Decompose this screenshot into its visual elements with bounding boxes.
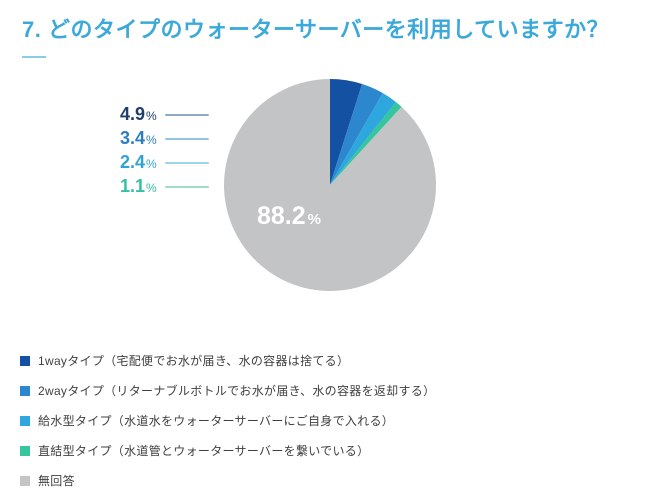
pie-slice-5: [224, 79, 436, 291]
callout-leader-line: [164, 114, 209, 116]
title-underline: [22, 56, 46, 58]
legend-label: 無回答: [38, 474, 75, 488]
callout-unit: %: [146, 133, 157, 147]
callout-unit: %: [146, 109, 157, 123]
page-title: 7. どのタイプのウォーターサーバーを利用していますか？: [22, 17, 610, 42]
callout-leader-line: [164, 186, 209, 188]
legend-item: 2wayタイプ（リターナブルボトルでお水が届き、水の容器を返却する）: [20, 383, 435, 398]
legend-label: 2wayタイプ（リターナブルボトルでお水が届き、水の容器を返却する）: [38, 384, 436, 398]
percent-callout: 3.4%: [120, 128, 209, 150]
percent-callout: 1.1%: [120, 176, 209, 198]
callout-value: 1.1: [120, 176, 146, 196]
legend-item: 無回答: [20, 473, 435, 488]
legend-swatch-icon: [20, 355, 30, 366]
pie-chart: 4.9% 3.4% 2.4% 1.1% 88.2%: [0, 70, 660, 340]
callout-value: 2.4: [120, 152, 146, 172]
pie-svg: [224, 79, 436, 291]
legend-label: 給水型タイプ（水道水をウォーターサーバーにご自身で入れる）: [38, 414, 395, 428]
legend-swatch-icon: [20, 475, 30, 486]
callout-leader-line: [164, 138, 209, 140]
chart-legend: 1wayタイプ（宅配便でお水が届き、水の容器は捨てる） 2wayタイプ（リターナブ…: [20, 353, 435, 488]
pie-slice-4: [330, 102, 402, 185]
percent-callout: 2.4%: [120, 152, 209, 174]
callout-value: 4.9: [120, 104, 146, 124]
callout-value: 3.4: [120, 128, 146, 148]
pie-large-slice-label: 88.2%: [257, 204, 321, 229]
percent-callouts: 4.9% 3.4% 2.4% 1.1%: [120, 104, 230, 204]
large-slice-value: 88.2: [257, 202, 306, 230]
legend-item: 直結型タイプ（水道管とウォーターサーバーを繋いでいる）: [20, 443, 435, 458]
pie-slice-2: [330, 83, 383, 185]
callout-leader-line: [164, 162, 209, 164]
legend-item: 1wayタイプ（宅配便でお水が届き、水の容器は捨てる）: [20, 353, 435, 368]
percent-callout: 4.9%: [120, 104, 209, 126]
pie-slice-3: [330, 93, 397, 185]
callout-unit: %: [146, 157, 157, 171]
callout-unit: %: [146, 181, 157, 195]
pie-slice-1: [330, 79, 363, 185]
legend-label: 1wayタイプ（宅配便でお水が届き、水の容器は捨てる）: [38, 354, 350, 368]
legend-swatch-icon: [20, 385, 30, 396]
legend-label: 直結型タイプ（水道管とウォーターサーバーを繋いでいる）: [38, 444, 370, 458]
large-slice-unit: %: [307, 211, 322, 228]
legend-swatch-icon: [20, 445, 30, 456]
legend-item: 給水型タイプ（水道水をウォーターサーバーにご自身で入れる）: [20, 413, 435, 428]
legend-swatch-icon: [20, 415, 30, 426]
